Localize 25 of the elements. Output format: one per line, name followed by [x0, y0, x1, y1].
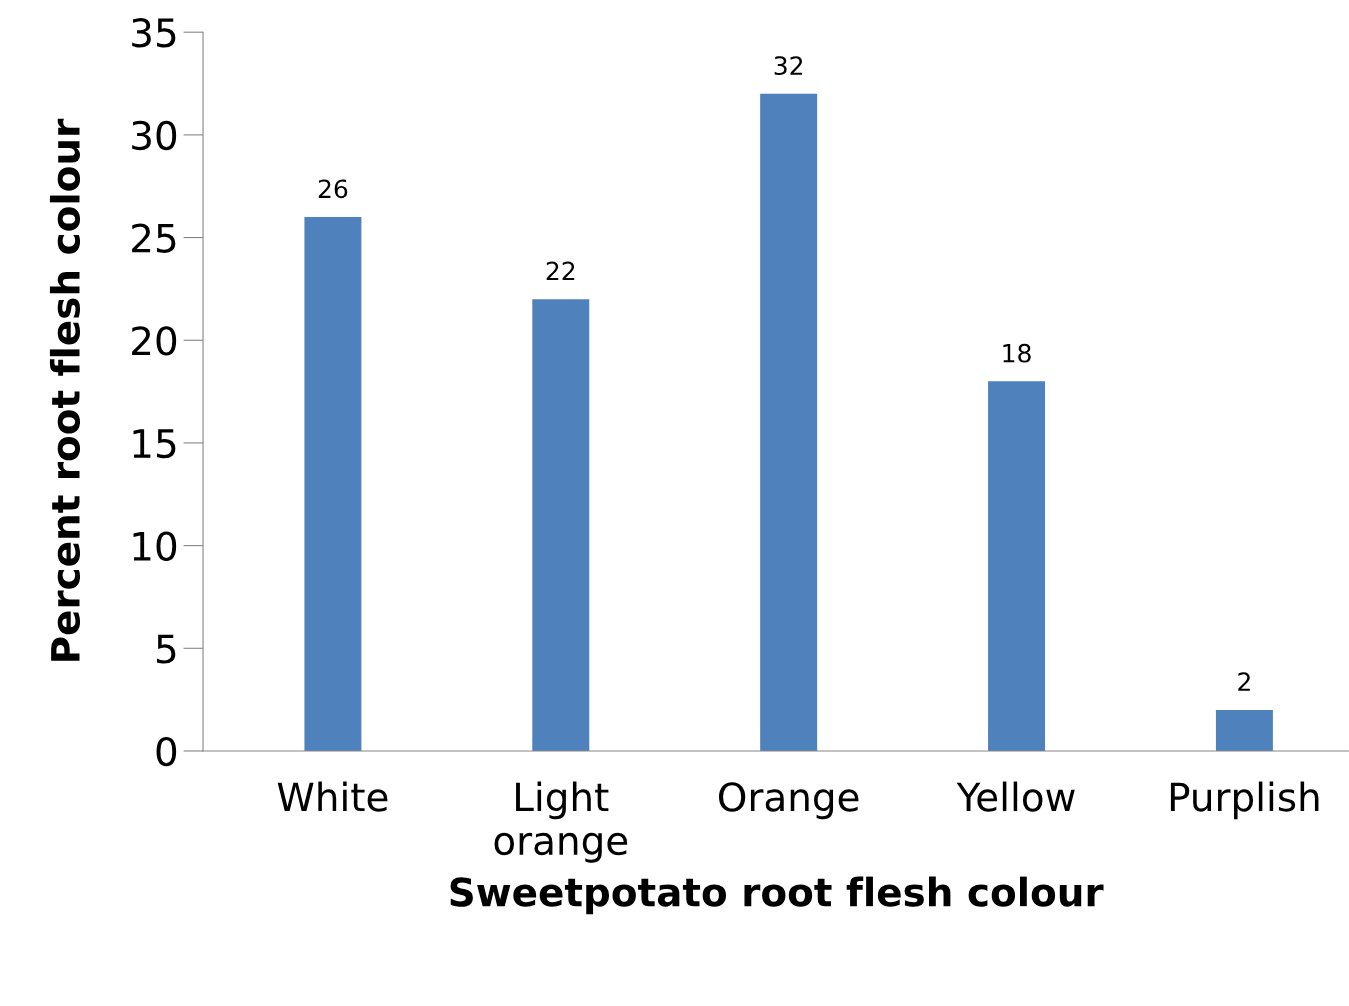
y-tick-label: 20: [132, 326, 177, 356]
x-tick-label: Purplish: [1170, 781, 1319, 820]
x-axis-title: Sweetpotato root flesh colour: [450, 876, 1104, 915]
x-tick-label: Orange: [719, 782, 859, 820]
data-label: 32: [774, 56, 803, 76]
data-label: 26: [318, 179, 348, 199]
data-label: 18: [1003, 343, 1031, 363]
bar: [760, 93, 818, 751]
y-tick-label: 15: [133, 429, 176, 459]
data-label: 2: [1238, 672, 1250, 691]
bar: [304, 217, 362, 751]
data-label: 22: [546, 261, 575, 281]
y-tick-label: 5: [156, 634, 176, 664]
bar: [988, 381, 1046, 751]
y-tick-label: 35: [132, 18, 176, 48]
y-tick-label: 10: [133, 531, 177, 561]
x-tick-label: White: [277, 781, 388, 812]
bar: [1215, 709, 1273, 751]
x-tick-label: Light orange: [494, 781, 628, 863]
x-tick-label: Yellow: [956, 781, 1075, 812]
y-tick-label: 30: [132, 120, 177, 151]
y-tick-label: 0: [156, 736, 177, 767]
bar: [532, 299, 590, 751]
y-axis-title: Percent root flesh colour: [49, 118, 81, 661]
y-tick-label: 25: [132, 223, 176, 253]
